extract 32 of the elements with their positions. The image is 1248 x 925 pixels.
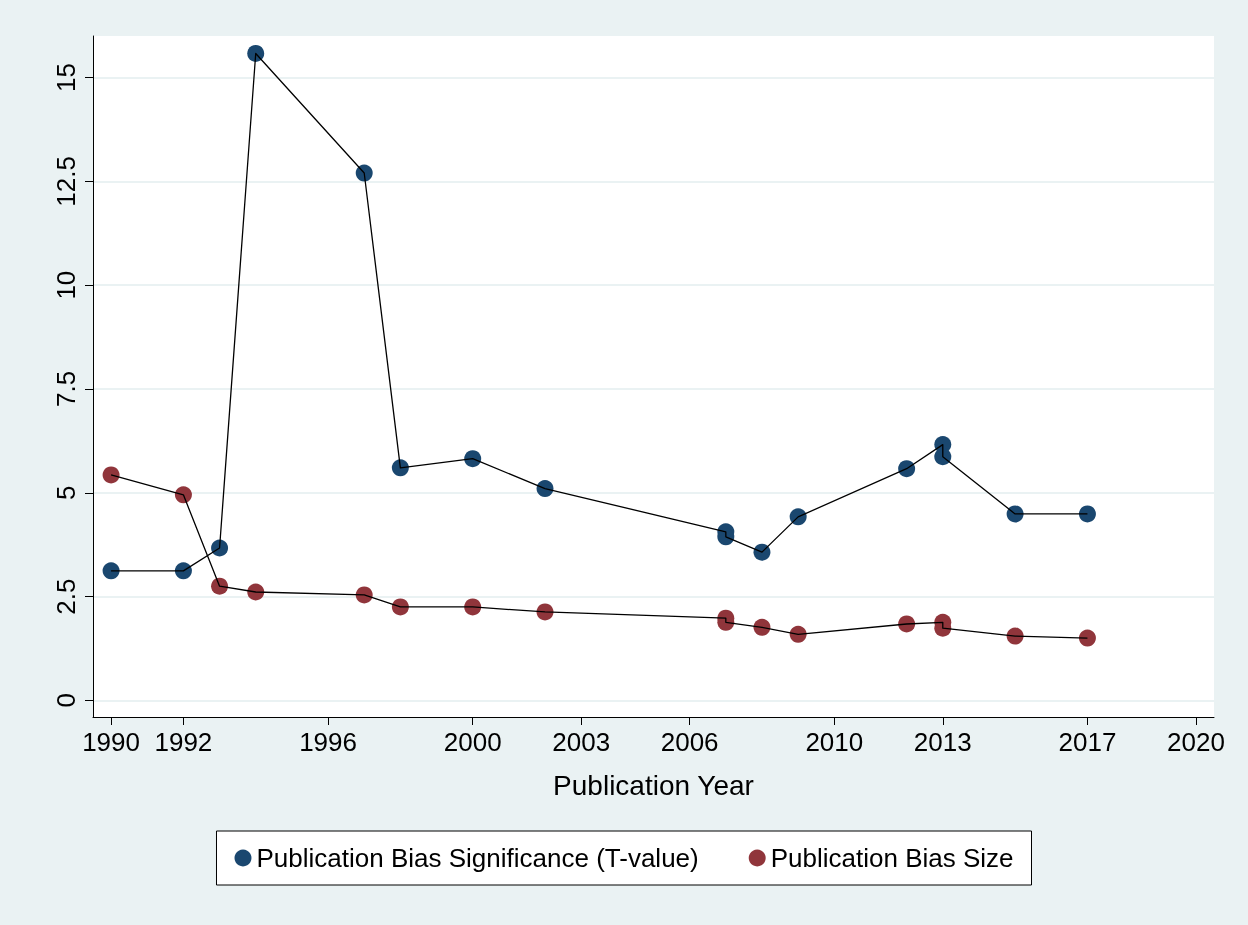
y-tick-label: 2.5 [51,578,81,615]
x-tick-label: 1996 [299,727,357,757]
x-tick-label: 1990 [82,727,140,757]
point [934,448,952,466]
x-tick-label: 2003 [552,727,611,757]
x-tick-label: 1992 [154,727,213,757]
point [174,562,192,580]
y-tick-label: 10 [51,270,81,300]
x-tick-label: 2000 [443,727,502,757]
y-tick-label: 5 [51,485,81,500]
point [102,466,120,484]
legend-label: Publication Bias Significance (T-value) [256,843,699,873]
y-tick-label: 15 [51,63,81,92]
y-tick-label: 12.5 [51,156,81,207]
x-tick-label: 2010 [805,727,864,757]
point [211,577,229,595]
x-tick-label: 2020 [1167,727,1225,757]
y-tick-label: 7.5 [51,370,81,408]
point [174,486,192,504]
x-tick-label: 2017 [1058,727,1117,757]
x-tick-label: 2013 [913,727,972,757]
y-tick-label: 0 [51,693,81,708]
point [464,450,482,468]
point [102,562,120,580]
legend-label: Publication Bias Size [770,843,1014,873]
point [753,618,771,636]
point [1078,505,1096,523]
point [1078,629,1096,647]
point [391,459,409,477]
x-axis-title: Publication Year [553,769,754,801]
x-tick-label: 2006 [660,727,719,757]
point [247,44,265,62]
